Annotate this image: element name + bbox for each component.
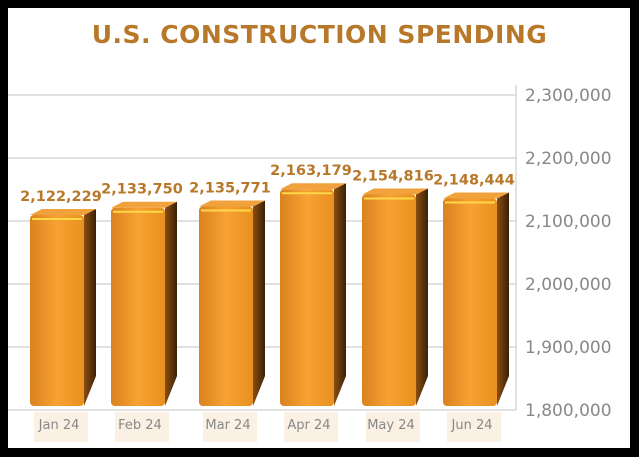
bar-top [199,200,265,207]
x-tick-label: Feb 24 [118,418,162,433]
x-tick-label: Jan 24 [38,418,80,433]
bar-reflection [203,412,257,442]
bar-top [280,183,346,190]
bar-side [253,200,265,406]
bar-reflection [366,412,420,442]
bar-reflection [34,412,88,442]
data-label: 2,122,229 [20,189,102,205]
y-tick-label: 1,900,000 [525,338,612,358]
y-tick-label: 2,100,000 [525,212,612,232]
bar-side [334,183,346,406]
bar-top [30,208,96,215]
bar-top [443,192,509,199]
data-label: 2,148,444 [433,172,515,188]
x-tick-label: Apr 24 [287,418,330,433]
bar [30,214,84,406]
chart-title: U.S. CONSTRUCTION SPENDING [91,20,548,49]
bar-side [165,201,177,406]
bar-top [362,188,428,195]
x-tick-label: Mar 24 [205,418,250,433]
bar [111,207,165,406]
bar [443,198,497,406]
bar-reflection [115,412,169,442]
bar-side [416,188,428,406]
y-tick-label: 2,200,000 [525,149,612,169]
y-tick-label: 2,300,000 [525,86,612,106]
bar-side [84,208,96,406]
data-label: 2,135,771 [189,180,271,196]
bar-reflection [284,412,338,442]
data-label: 2,133,750 [101,182,183,198]
bar [362,194,416,406]
bar-top [111,201,177,208]
y-tick-label: 2,000,000 [525,275,612,295]
x-tick-label: May 24 [367,418,415,433]
bar [199,206,253,406]
bar-side [497,192,509,406]
bar-reflection [447,412,501,442]
x-tick-label: Jun 24 [451,418,493,433]
bar [280,189,334,406]
y-tick-label: 1,800,000 [525,401,612,421]
data-label: 2,154,816 [352,168,434,184]
data-label: 2,163,179 [270,163,352,179]
